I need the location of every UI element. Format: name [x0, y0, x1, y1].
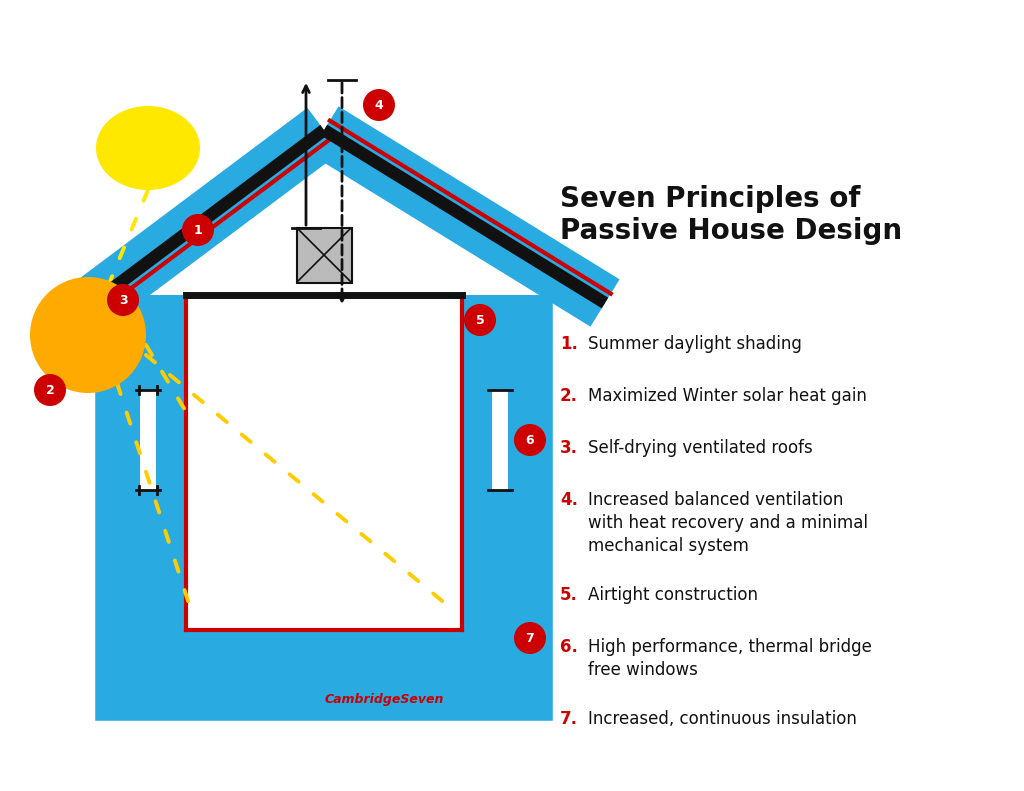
Text: 1: 1: [194, 224, 203, 237]
Bar: [110, 295, 186, 706]
Text: Maximized Winter solar heat gain: Maximized Winter solar heat gain: [588, 387, 867, 405]
Text: 2: 2: [46, 384, 54, 396]
Text: Increased, continuous insulation: Increased, continuous insulation: [588, 710, 857, 728]
Circle shape: [106, 284, 139, 316]
Bar: [462, 295, 538, 706]
Text: Increased balanced ventilation
with heat recovery and a minimal
mechanical syste: Increased balanced ventilation with heat…: [588, 491, 868, 554]
Bar: [110, 630, 538, 706]
Text: 3: 3: [119, 293, 127, 306]
Text: 1.: 1.: [560, 335, 578, 353]
Text: 6.: 6.: [560, 638, 578, 656]
Text: 5: 5: [475, 313, 484, 327]
Text: CambridgeSeven: CambridgeSeven: [325, 693, 443, 706]
Text: Seven Principles of
Passive House Design: Seven Principles of Passive House Design: [560, 185, 902, 245]
Bar: [140, 390, 156, 490]
Text: Self-drying ventilated roofs: Self-drying ventilated roofs: [588, 439, 813, 457]
Text: 7.: 7.: [560, 710, 578, 728]
Circle shape: [464, 304, 496, 336]
Text: 7: 7: [525, 631, 535, 645]
Text: 5.: 5.: [560, 586, 578, 604]
Bar: [492, 390, 508, 490]
Text: 2.: 2.: [560, 387, 578, 405]
Text: High performance, thermal bridge
free windows: High performance, thermal bridge free wi…: [588, 638, 871, 679]
Circle shape: [30, 277, 146, 393]
Text: Summer daylight shading: Summer daylight shading: [588, 335, 802, 353]
Circle shape: [182, 214, 214, 246]
Circle shape: [362, 89, 395, 121]
Text: 4: 4: [375, 99, 383, 112]
Text: 3.: 3.: [560, 439, 578, 457]
Circle shape: [514, 424, 546, 456]
Bar: [186, 295, 462, 630]
Text: 6: 6: [525, 433, 535, 446]
Ellipse shape: [96, 106, 200, 190]
Text: Airtight construction: Airtight construction: [588, 586, 758, 604]
Bar: [297, 228, 352, 283]
Text: 4.: 4.: [560, 491, 578, 509]
Circle shape: [34, 374, 66, 406]
Circle shape: [514, 622, 546, 654]
